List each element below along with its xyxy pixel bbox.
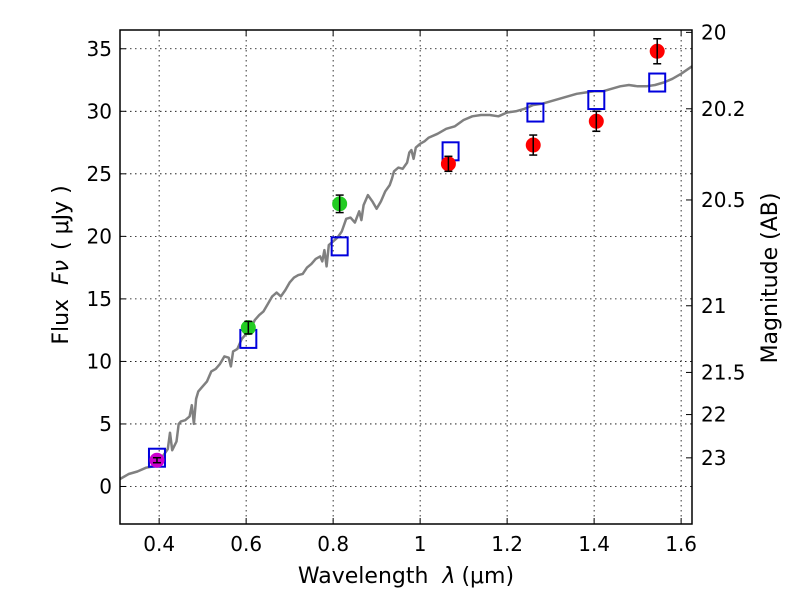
mag-tick-label: 21.5 (701, 360, 746, 384)
y-tick-label: 0 (99, 474, 112, 498)
mag-tick-label: 20.2 (701, 97, 746, 121)
mag-tick-label: 20 (701, 20, 726, 44)
y-axis-label-symbol: Fν (49, 260, 74, 285)
x-axis-label-prefix: Wavelength (298, 564, 429, 589)
y-axis-label: Flux Fν ( μJy ) (49, 185, 74, 344)
x-tick-label: 1.2 (491, 532, 523, 556)
x-tick-label: 0.4 (143, 532, 175, 556)
series-layer (119, 38, 693, 481)
y-tick-label: 20 (87, 224, 112, 248)
x-tick-label: 1 (414, 532, 427, 556)
x-tick-label: 0.8 (317, 532, 349, 556)
y-tick-label: 35 (87, 37, 112, 61)
y-tick-label: 25 (87, 162, 112, 186)
x-axis-label: Wavelength λ (μm) (298, 564, 514, 589)
x-tick-label: 0.6 (230, 532, 262, 556)
model-spectrum-line (119, 65, 693, 481)
y2-axis-label: Magnitude (AB) (758, 193, 783, 364)
model-photometry-square (587, 90, 606, 111)
plot-frame (119, 29, 693, 525)
model-photometry-square (648, 72, 667, 93)
x-tick-label: 1.4 (578, 532, 610, 556)
mag-tick-label: 23 (701, 446, 726, 470)
y-axis-label-prefix: Flux (49, 299, 74, 345)
model-photometry-square (330, 236, 349, 257)
ticks: 0.4 0.6 0.8 1 1.2 1.4 1.6 0 5 10 15 20 25 30 35 20 20.2 2… (87, 20, 746, 556)
model-photometry-square (526, 102, 545, 123)
mag-tick-label: 20.5 (701, 188, 746, 212)
y-tick-label: 5 (99, 412, 112, 436)
x-axis-label-symbol: λ (441, 564, 455, 589)
x-axis-label-unit: (μm) (461, 564, 514, 589)
y-tick-label: 30 (87, 99, 112, 123)
grid (120, 30, 692, 524)
y-tick-label: 10 (87, 349, 112, 373)
y-axis-label-unit: ( μJy ) (49, 185, 74, 250)
mag-tick-label: 21 (701, 294, 726, 318)
y-tick-label: 15 (87, 287, 112, 311)
x-tick-label: 1.6 (665, 532, 697, 556)
mag-tick-label: 22 (701, 403, 726, 427)
